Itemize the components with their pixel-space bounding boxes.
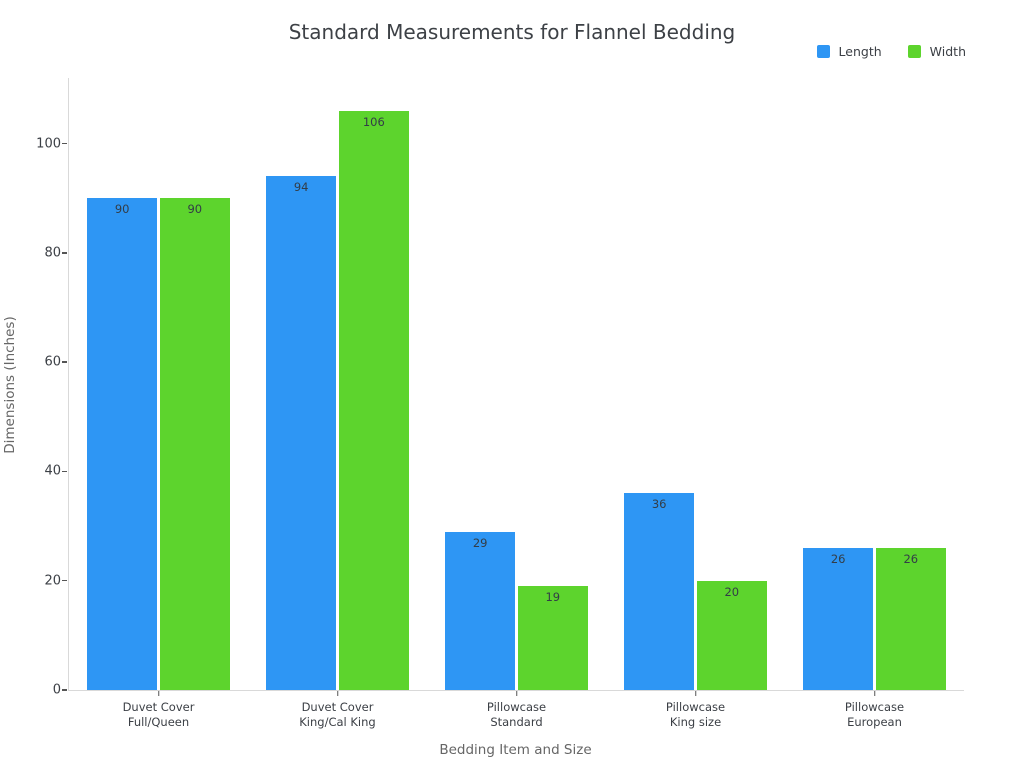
bar-width: 26 <box>875 547 947 690</box>
x-tick-label: Duvet Cover King/Cal King <box>299 700 376 729</box>
bar-length: 26 <box>802 547 874 690</box>
y-tick-label: 100 <box>36 136 61 152</box>
bar-value-label: 26 <box>830 551 846 566</box>
y-tick-mark <box>62 470 67 473</box>
legend-label: Width <box>929 44 966 59</box>
bar-width: 19 <box>517 586 589 690</box>
x-tick-label: Pillowcase Standard <box>486 700 547 729</box>
bar-width: 20 <box>696 580 768 690</box>
y-tick-mark <box>62 361 67 363</box>
plot-area: 0 20 40 60 80 100 Duvet Cover Full/Queen 90 90 Du… <box>36 78 964 729</box>
bar-length: 90 <box>86 198 158 690</box>
y-tick-mark <box>62 689 67 691</box>
x-tick-mark <box>694 691 697 696</box>
x-tick-mark <box>515 691 518 696</box>
x-axis-title: Bedding Item and Size <box>439 742 592 758</box>
bar-width: 106 <box>338 110 410 690</box>
legend-item-length[interactable]: Length <box>816 44 882 59</box>
legend-label: Length <box>838 44 882 59</box>
bar-value-label: 36 <box>651 497 667 512</box>
y-tick-label: 20 <box>44 573 61 589</box>
legend-item-width[interactable]: Width <box>907 44 966 59</box>
bar-value-label: 29 <box>472 535 488 550</box>
y-tick-mark <box>62 252 67 254</box>
x-tick-label: Pillowcase King size <box>665 700 726 729</box>
bar-value-label: 19 <box>545 590 561 605</box>
x-tick-mark <box>157 691 160 696</box>
bar-value-label: 90 <box>187 202 203 217</box>
x-tick-label: Pillowcase European <box>844 700 905 729</box>
bar-length: 36 <box>623 493 695 690</box>
y-tick-mark <box>62 579 67 582</box>
bar-value-label: 106 <box>362 114 385 129</box>
legend-swatch-length <box>816 45 830 58</box>
x-tick-mark <box>873 691 876 696</box>
y-axis-title: Dimensions (Inches) <box>2 316 18 454</box>
bar-width: 90 <box>159 198 231 690</box>
chart-title: Standard Measurements for Flannel Beddin… <box>288 20 736 44</box>
y-tick-label: 0 <box>52 682 61 698</box>
y-tick-label: 80 <box>44 245 61 261</box>
legend: Length Width <box>816 44 966 59</box>
bar-value-label: 90 <box>114 202 130 217</box>
bar-value-label: 94 <box>293 180 309 195</box>
bar-length: 29 <box>444 531 516 690</box>
bar-length: 94 <box>265 176 337 690</box>
bar-value-label: 20 <box>724 584 740 599</box>
bar-value-label: 26 <box>903 551 919 566</box>
x-tick-label: Duvet Cover Full/Queen <box>122 700 195 729</box>
y-tick-label: 40 <box>44 463 61 479</box>
legend-swatch-width <box>907 45 921 58</box>
y-tick-mark <box>62 142 67 145</box>
y-tick-label: 60 <box>44 354 61 370</box>
x-tick-mark <box>336 691 339 696</box>
